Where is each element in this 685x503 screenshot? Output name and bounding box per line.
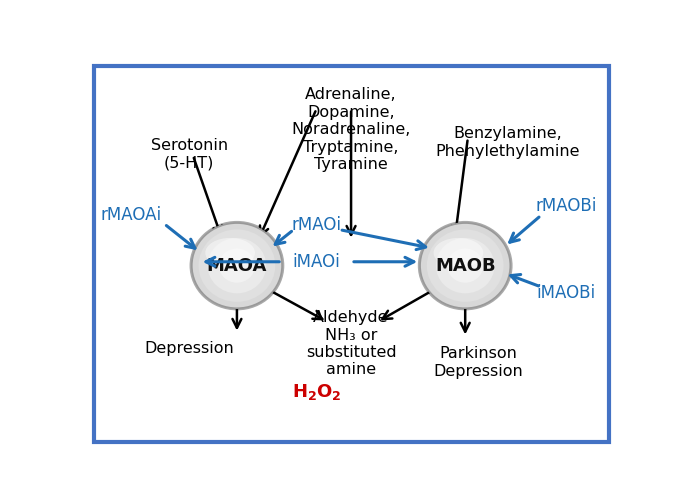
Text: rMAOAi: rMAOAi — [100, 206, 161, 224]
Text: MAOB: MAOB — [435, 257, 495, 275]
Ellipse shape — [420, 223, 510, 308]
Text: MAOA: MAOA — [207, 257, 267, 275]
Ellipse shape — [447, 248, 483, 283]
Text: $\mathregular{H_2O_2}$: $\mathregular{H_2O_2}$ — [292, 381, 341, 401]
Text: iMAOi: iMAOi — [292, 253, 340, 271]
Text: Benzylamine,
Phenylethylamine: Benzylamine, Phenylethylamine — [436, 126, 580, 158]
Ellipse shape — [436, 238, 495, 293]
Text: rMAOi: rMAOi — [292, 216, 342, 234]
Ellipse shape — [206, 238, 255, 268]
Text: Depression: Depression — [145, 342, 234, 357]
Ellipse shape — [219, 248, 255, 283]
Text: Aldehyde
NH₃ or
substituted
amine: Aldehyde NH₃ or substituted amine — [306, 310, 397, 377]
Ellipse shape — [418, 221, 512, 310]
Ellipse shape — [434, 238, 483, 268]
Ellipse shape — [427, 229, 503, 302]
Text: iMAOBi: iMAOBi — [536, 284, 596, 302]
Text: Adrenaline,
Dopamine,
Noradrenaline,
Tryptamine,
Tyramine: Adrenaline, Dopamine, Noradrenaline, Try… — [291, 88, 411, 172]
Text: Serotonin
(5-HT): Serotonin (5-HT) — [151, 138, 227, 170]
Ellipse shape — [190, 221, 284, 310]
Ellipse shape — [199, 229, 275, 302]
Ellipse shape — [208, 238, 266, 293]
Text: Parkinson
Depression: Parkinson Depression — [434, 346, 523, 379]
Ellipse shape — [192, 223, 282, 308]
Text: rMAOBi: rMAOBi — [536, 197, 597, 215]
